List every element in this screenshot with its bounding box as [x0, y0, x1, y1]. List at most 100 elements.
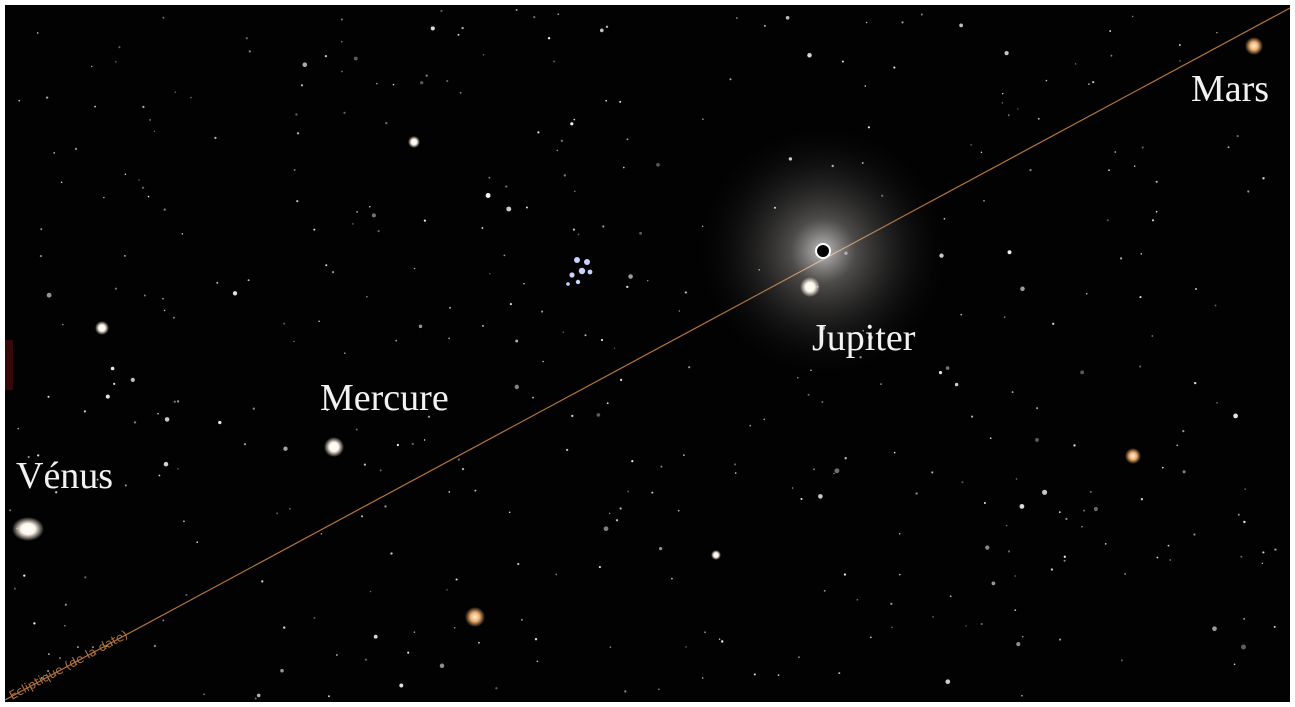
star [456, 578, 458, 580]
star [610, 646, 612, 648]
star [159, 475, 161, 477]
star [40, 228, 42, 230]
star [1088, 83, 1090, 85]
star [510, 303, 512, 305]
star [125, 173, 127, 175]
star [833, 473, 834, 474]
star [280, 669, 284, 673]
star [1059, 639, 1061, 641]
star [183, 520, 185, 522]
star [1019, 504, 1024, 509]
star [370, 591, 372, 593]
star [981, 623, 983, 625]
star [639, 232, 642, 235]
star [778, 674, 780, 676]
planet-label: Mars [1191, 68, 1269, 110]
star [325, 55, 327, 57]
star [461, 27, 463, 29]
star [203, 693, 205, 695]
star [1243, 521, 1245, 523]
star [623, 167, 625, 169]
star [509, 512, 511, 514]
star [702, 118, 704, 120]
star [446, 80, 448, 82]
star [1017, 108, 1018, 109]
star [1216, 402, 1218, 404]
star [628, 274, 633, 279]
star [344, 352, 346, 354]
star [361, 515, 363, 517]
star [1142, 146, 1144, 148]
star [177, 400, 179, 402]
star [656, 163, 660, 167]
star [541, 311, 543, 313]
star [138, 179, 140, 181]
star [647, 280, 648, 281]
star [17, 428, 19, 430]
star [296, 200, 298, 202]
star [149, 119, 151, 121]
star [688, 366, 690, 368]
star [364, 463, 366, 465]
star [1121, 659, 1123, 661]
star [1016, 478, 1018, 480]
star [950, 595, 952, 597]
star [1152, 219, 1154, 221]
star [118, 46, 120, 48]
star [749, 425, 751, 427]
star [532, 397, 534, 399]
star [808, 394, 810, 396]
star [142, 106, 144, 108]
star [1234, 663, 1236, 665]
star [356, 429, 358, 431]
star [407, 652, 409, 654]
star [1195, 288, 1197, 290]
star [585, 334, 587, 336]
star [1075, 63, 1077, 65]
star [148, 196, 150, 198]
star [216, 282, 218, 284]
star [1120, 257, 1122, 259]
star [1059, 511, 1061, 513]
star [1182, 430, 1184, 432]
star [94, 106, 96, 108]
star [1038, 118, 1040, 120]
star [449, 307, 451, 309]
star [683, 454, 685, 456]
star [1035, 438, 1039, 442]
star [157, 413, 159, 415]
star [1240, 556, 1242, 558]
star [1052, 323, 1054, 325]
star [131, 378, 135, 382]
jupiter-marker [816, 244, 830, 258]
mercury-dot [324, 437, 344, 457]
star [462, 468, 464, 470]
star [960, 314, 962, 316]
star [890, 603, 892, 605]
star [899, 574, 901, 576]
star [620, 379, 622, 381]
star [574, 257, 580, 263]
star [1156, 211, 1158, 213]
star [144, 295, 146, 297]
star [515, 385, 519, 389]
star [91, 66, 92, 67]
star [164, 209, 166, 211]
star [1139, 296, 1141, 298]
star [1036, 407, 1038, 409]
star [526, 206, 528, 208]
star [1262, 551, 1264, 553]
star [289, 508, 291, 510]
star [218, 421, 221, 424]
star [65, 604, 67, 606]
star [1169, 559, 1171, 561]
star [517, 563, 519, 565]
star [414, 268, 416, 270]
star [341, 71, 343, 73]
star [175, 91, 177, 93]
star [537, 660, 539, 662]
star [1008, 250, 1012, 254]
star [1080, 371, 1084, 375]
star [1132, 16, 1133, 17]
star [685, 291, 687, 293]
